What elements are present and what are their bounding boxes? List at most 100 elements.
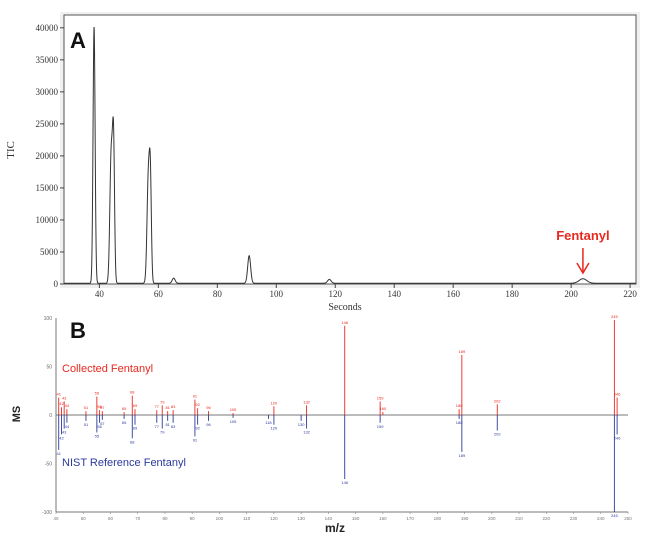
- y-tick-label: 20000: [36, 151, 59, 161]
- panel-b-label: B: [70, 318, 86, 343]
- b-x-tick-label: 200: [488, 516, 496, 521]
- tic-line: [64, 27, 636, 284]
- x-tick-label: 140: [387, 289, 401, 299]
- b-x-tick-label: 50: [81, 516, 87, 521]
- b-y-tick-label: 50: [46, 365, 52, 371]
- y-tick-label: 25000: [36, 119, 59, 129]
- panel-a-y-label: TIC: [5, 141, 17, 159]
- legend-collected-fentanyl: Collected Fentanyl: [62, 363, 153, 375]
- peak-label: 189: [459, 349, 466, 354]
- panel-b-y-label: MS: [11, 406, 23, 423]
- b-x-tick-label: 160: [379, 516, 387, 521]
- peak-label: 68: [130, 390, 135, 395]
- peak-label: 91: [193, 393, 198, 398]
- peak-label: 79: [160, 430, 165, 435]
- y-tick-label: 5000: [40, 247, 59, 257]
- peak-label: 42: [59, 401, 64, 406]
- b-x-tick-label: 150: [352, 516, 360, 521]
- peak-label: 83: [171, 424, 176, 429]
- legend-nist-reference-fentanyl: NIST Reference Fentanyl: [62, 457, 186, 469]
- b-y-tick-label: 0: [49, 413, 52, 419]
- peak-label: 120: [271, 400, 278, 405]
- peak-label: 246: [614, 435, 621, 440]
- peak-label: 55: [95, 391, 100, 396]
- b-x-tick-label: 40: [53, 516, 59, 521]
- peak-label: 81: [165, 422, 170, 427]
- peak-label: 77: [155, 404, 160, 409]
- peak-label: 105: [230, 419, 237, 424]
- peak-label: 44: [65, 403, 70, 408]
- peak-label: 91: [193, 437, 198, 442]
- y-tick-label: 15000: [36, 183, 59, 193]
- peak-label: 159: [377, 395, 384, 400]
- peak-label: 202: [494, 432, 501, 437]
- x-tick-label: 60: [154, 289, 164, 299]
- peak-label: 69: [133, 403, 138, 408]
- b-y-tick-label: 100: [44, 316, 53, 322]
- x-tick-label: 180: [505, 289, 519, 299]
- peak-label: 146: [341, 480, 348, 485]
- peak-label: 41: [56, 451, 61, 456]
- y-tick-label: 40000: [36, 23, 59, 33]
- peak-label: 57: [100, 405, 105, 410]
- peak-label: 57: [100, 421, 105, 426]
- b-x-tick-label: 230: [570, 516, 578, 521]
- peak-label: 120: [271, 426, 278, 431]
- peak-label: 43: [62, 395, 67, 400]
- panel-a-label: A: [70, 28, 86, 53]
- peak-label: 56: [97, 404, 102, 409]
- b-x-tick-label: 80: [162, 516, 168, 521]
- peak-label: 69: [133, 426, 138, 431]
- panel-a-plot-area: [63, 14, 637, 285]
- panel-a-x-ticks: 40 60 80 100 120 140 160 180 200 220: [95, 284, 637, 299]
- peak-label: 92: [195, 426, 200, 431]
- b-y-tick-label: -50: [45, 462, 52, 468]
- peak-label: 81: [165, 405, 170, 410]
- peak-label: 146: [341, 320, 348, 325]
- peak-label: 79: [160, 399, 165, 404]
- x-tick-label: 40: [95, 289, 105, 299]
- b-x-tick-label: 210: [515, 516, 523, 521]
- peak-label: 188: [456, 420, 463, 425]
- peak-label: 245: [611, 314, 618, 319]
- peak-label: 41: [56, 392, 61, 397]
- fentanyl-annotation: Fentanyl: [556, 228, 609, 243]
- x-tick-label: 80: [213, 289, 223, 299]
- b-x-tick-label: 60: [108, 516, 114, 521]
- peak-label: 55: [95, 433, 100, 438]
- y-tick-label: 30000: [36, 87, 59, 97]
- y-tick-label: 0: [54, 279, 59, 289]
- b-x-tick-label: 240: [597, 516, 605, 521]
- peak-label: 51: [84, 422, 89, 427]
- peak-label: 44: [65, 424, 70, 429]
- b-x-tick-label: 70: [135, 516, 141, 521]
- x-tick-label: 120: [329, 289, 343, 299]
- peak-label: 68: [130, 439, 135, 444]
- b-x-tick-label: 170: [406, 516, 414, 521]
- y-tick-label: 10000: [36, 215, 59, 225]
- panel-a-x-label: Seconds: [328, 302, 361, 313]
- peak-label: 188: [456, 403, 463, 408]
- peak-label: 159: [377, 424, 384, 429]
- x-tick-label: 100: [270, 289, 284, 299]
- panel-a-y-ticks: 0 5000 10000 15000 20000 25000 30000 35000 40000: [36, 23, 64, 289]
- b-x-tick-label: 90: [190, 516, 196, 521]
- panel-a-trace: [64, 27, 636, 284]
- peak-label: 42: [59, 435, 64, 440]
- b-x-tick-label: 140: [325, 516, 333, 521]
- arrow-head: [576, 262, 590, 275]
- b-y-tick-label: -100: [42, 510, 52, 516]
- peak-label: 130: [298, 422, 305, 427]
- panel-b-axes: -100 -50 0 50 100 40 50 60 70 80 90 100 110 120 130 140…: [42, 316, 632, 521]
- peak-label: 56: [97, 424, 102, 429]
- y-tick-label: 35000: [36, 55, 59, 65]
- peak-label: 105: [230, 407, 237, 412]
- b-x-tick-label: 180: [434, 516, 442, 521]
- panel-b-x-label: m/z: [325, 521, 345, 535]
- b-x-tick-label: 250: [624, 516, 632, 521]
- b-x-tick-label: 130: [297, 516, 305, 521]
- peak-label: 83: [171, 404, 176, 409]
- fentanyl-arrow: [576, 248, 590, 275]
